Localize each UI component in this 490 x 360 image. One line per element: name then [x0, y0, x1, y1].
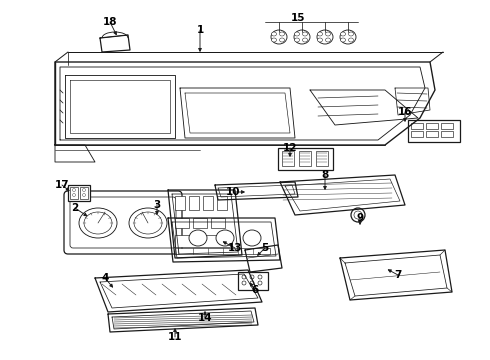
Bar	[426, 131, 438, 137]
Ellipse shape	[242, 275, 246, 279]
Ellipse shape	[348, 32, 353, 36]
Ellipse shape	[79, 208, 117, 238]
Bar	[68, 185, 90, 201]
Ellipse shape	[250, 281, 254, 285]
Ellipse shape	[84, 212, 112, 234]
Ellipse shape	[317, 30, 333, 44]
Ellipse shape	[302, 38, 308, 42]
Bar	[175, 196, 185, 210]
Text: 15: 15	[291, 13, 305, 23]
Bar	[211, 218, 225, 228]
Bar	[70, 187, 78, 199]
Ellipse shape	[189, 230, 207, 246]
Ellipse shape	[271, 38, 276, 42]
Text: 13: 13	[228, 243, 242, 253]
Ellipse shape	[294, 32, 299, 36]
Bar	[175, 235, 230, 247]
Text: 5: 5	[261, 243, 269, 253]
Ellipse shape	[129, 208, 167, 238]
Ellipse shape	[325, 38, 330, 42]
Ellipse shape	[279, 38, 285, 42]
Ellipse shape	[340, 30, 356, 44]
FancyBboxPatch shape	[70, 197, 176, 248]
Ellipse shape	[351, 208, 365, 222]
Ellipse shape	[250, 275, 254, 279]
Bar	[80, 187, 88, 199]
Ellipse shape	[271, 30, 287, 44]
Ellipse shape	[354, 211, 362, 219]
Text: 14: 14	[197, 313, 212, 323]
Text: 4: 4	[101, 273, 109, 283]
Bar	[193, 218, 207, 228]
Bar	[175, 218, 189, 228]
Ellipse shape	[258, 281, 262, 285]
Text: 17: 17	[55, 180, 69, 190]
Bar	[411, 131, 423, 137]
Text: 2: 2	[72, 203, 78, 213]
Ellipse shape	[82, 189, 85, 192]
Ellipse shape	[258, 275, 262, 279]
Bar	[426, 123, 438, 129]
Bar	[316, 151, 328, 166]
Text: 18: 18	[103, 17, 117, 27]
Ellipse shape	[73, 194, 75, 197]
Ellipse shape	[341, 38, 345, 42]
Text: 1: 1	[196, 25, 204, 35]
FancyBboxPatch shape	[64, 191, 182, 254]
Text: 11: 11	[168, 332, 182, 342]
Ellipse shape	[82, 194, 85, 197]
Bar	[203, 196, 213, 210]
Bar	[175, 248, 270, 254]
Ellipse shape	[279, 32, 285, 36]
Ellipse shape	[341, 32, 345, 36]
Ellipse shape	[73, 189, 75, 192]
Text: 12: 12	[283, 143, 297, 153]
Ellipse shape	[271, 32, 276, 36]
Text: 3: 3	[153, 200, 161, 210]
Bar	[441, 123, 453, 129]
Text: 6: 6	[251, 285, 259, 295]
Text: 16: 16	[398, 107, 412, 117]
Ellipse shape	[294, 30, 310, 44]
Text: 7: 7	[394, 270, 402, 280]
Ellipse shape	[134, 212, 162, 234]
Bar	[299, 151, 311, 166]
Ellipse shape	[318, 32, 322, 36]
Bar	[238, 272, 268, 290]
Ellipse shape	[318, 38, 322, 42]
Bar	[282, 151, 294, 166]
Ellipse shape	[325, 32, 330, 36]
Text: 10: 10	[226, 187, 240, 197]
Bar	[411, 123, 423, 129]
Bar	[278, 148, 333, 170]
Text: 9: 9	[356, 213, 364, 223]
Ellipse shape	[294, 38, 299, 42]
Bar	[408, 120, 460, 142]
Bar	[217, 196, 227, 210]
Ellipse shape	[243, 230, 261, 246]
Ellipse shape	[216, 230, 234, 246]
Ellipse shape	[242, 281, 246, 285]
Bar	[189, 196, 199, 210]
Ellipse shape	[302, 32, 308, 36]
Text: 8: 8	[321, 170, 329, 180]
Bar	[441, 131, 453, 137]
Ellipse shape	[348, 38, 353, 42]
